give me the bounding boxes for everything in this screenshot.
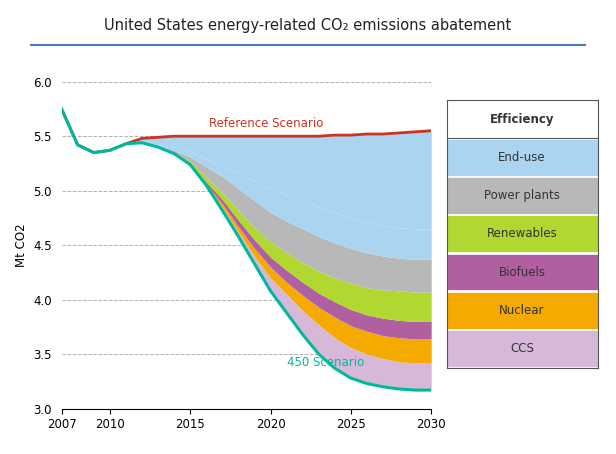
Text: Power plants: Power plants bbox=[484, 189, 560, 202]
Bar bbox=[447, 139, 598, 176]
Bar bbox=[447, 216, 598, 252]
Text: United States energy-related CO₂ emissions abatement: United States energy-related CO₂ emissio… bbox=[104, 18, 512, 33]
Text: Efficiency: Efficiency bbox=[490, 113, 554, 125]
Text: Renewables: Renewables bbox=[487, 227, 557, 240]
Y-axis label: Mt CO2: Mt CO2 bbox=[15, 223, 28, 267]
Bar bbox=[447, 254, 598, 291]
Text: Reference Scenario: Reference Scenario bbox=[209, 117, 324, 130]
Text: CCS: CCS bbox=[510, 342, 534, 355]
Text: 450 Scenario: 450 Scenario bbox=[286, 356, 364, 370]
Text: Nuclear: Nuclear bbox=[500, 304, 545, 317]
Text: Biofuels: Biofuels bbox=[498, 266, 546, 279]
Bar bbox=[447, 330, 598, 367]
Text: End-use: End-use bbox=[498, 151, 546, 164]
Bar bbox=[447, 177, 598, 214]
Bar bbox=[447, 292, 598, 329]
